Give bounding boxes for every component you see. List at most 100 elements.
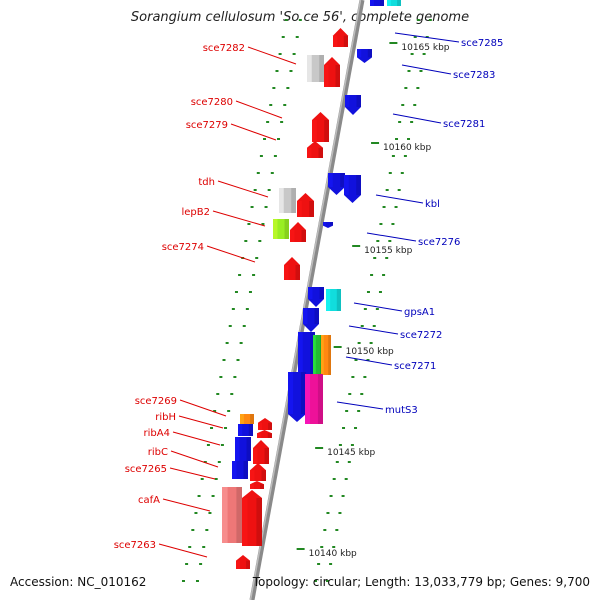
gene-block: [273, 219, 289, 239]
leader-line: [336, 401, 384, 410]
leader-line: [158, 543, 208, 558]
gene-block: [345, 95, 361, 115]
gene-shade: [268, 422, 272, 430]
gene-label-right: sce7276: [418, 237, 460, 248]
gene-highlight: [307, 147, 312, 158]
gene-block: [324, 57, 340, 87]
gene-shade: [309, 201, 314, 217]
gene-shade: [328, 335, 331, 375]
gene-label-right: mutS3: [385, 405, 418, 416]
gene-shade: [317, 374, 323, 424]
gene-shade: [336, 289, 341, 311]
gene-shade: [380, 0, 384, 6]
gene-shade: [356, 175, 361, 195]
gene-label-left: sce7265: [125, 464, 167, 475]
gene-highlight: [238, 424, 243, 436]
gene-label-right: kbl: [425, 199, 440, 210]
gene-block: [370, 0, 384, 6]
gene-block: [357, 49, 372, 63]
gene-highlight: [250, 470, 255, 481]
tick-marks: [181, 19, 432, 582]
gene-label-left: cafA: [138, 495, 160, 506]
gene-shade: [343, 35, 348, 47]
gene-highlight: [370, 0, 374, 6]
scale-labels: 10165 kbp 10160 kbp 10155 kbp 10150 kbp 1014…: [296, 42, 450, 559]
gene-highlight: [257, 433, 262, 438]
leader-line: [230, 123, 277, 141]
gene-shade: [318, 147, 323, 158]
leader-line: [162, 498, 211, 512]
gene-shade: [256, 498, 262, 546]
gene-highlight: [273, 219, 278, 239]
gene-highlight: [290, 230, 295, 242]
gene-shade: [319, 55, 324, 82]
gene-shade: [367, 49, 372, 58]
gene-highlight: [288, 372, 294, 414]
leader-line: [212, 210, 266, 227]
gene-block: [284, 257, 300, 280]
gene-shade: [236, 487, 242, 543]
gene-block: [328, 173, 345, 195]
leader-line: [348, 325, 399, 335]
gene-label-left: sce7280: [191, 97, 233, 108]
gene-highlight: [253, 448, 258, 464]
gene-label-left: sce7274: [162, 242, 204, 253]
gene-shade: [246, 437, 251, 461]
gene-block: [222, 487, 242, 543]
gene-highlight: [232, 461, 237, 479]
gene-shade: [330, 222, 333, 226]
scale-label: 10165 kbp: [401, 43, 449, 53]
gene-shade: [250, 414, 254, 424]
backbone: [249, 0, 365, 600]
gene-highlight: [321, 335, 324, 375]
leader-line: [217, 180, 269, 198]
gene-label-left: ribC: [148, 447, 168, 458]
gene-shade: [291, 188, 296, 213]
leader-line: [401, 64, 452, 75]
gene-highlight: [307, 55, 312, 82]
gene-shade: [397, 0, 401, 6]
leader-line: [170, 450, 219, 468]
gene-highlight: [312, 120, 317, 142]
gene-shade: [335, 65, 340, 87]
gene-label-right: sce7272: [400, 330, 442, 341]
gene-label-left: sce7269: [135, 396, 177, 407]
gene-block: [236, 555, 250, 569]
gene-block: [387, 0, 401, 6]
label-leaders: [158, 32, 460, 558]
gene-block: [235, 437, 251, 461]
gene-label-left: tdh: [198, 177, 215, 188]
gene-label-left: sce7282: [203, 43, 245, 54]
gene-block: [288, 372, 306, 422]
gene-block: [242, 490, 262, 546]
gene-highlight: [297, 201, 302, 217]
gene-highlight: [298, 332, 303, 374]
gene-highlight: [258, 422, 262, 430]
gene-label-right: sce7281: [443, 119, 485, 130]
gene-blocks: [222, 0, 401, 569]
gene-shade: [301, 230, 306, 242]
leader-line: [394, 32, 460, 43]
gene-shade: [264, 448, 269, 464]
gene-highlight: [328, 173, 333, 187]
gene-shade: [261, 470, 266, 481]
gene-highlight: [242, 498, 248, 546]
gene-highlight: [313, 335, 316, 375]
gene-block: [258, 418, 272, 430]
gene-highlight: [235, 437, 240, 461]
leader-line: [247, 46, 297, 65]
gene-block: [323, 222, 333, 228]
gene-highlight: [387, 0, 391, 6]
gene-highlight: [250, 484, 254, 489]
leader-line: [179, 399, 227, 417]
gene-highlight: [240, 414, 244, 424]
gene-highlight: [279, 188, 284, 213]
gene-shade: [267, 433, 272, 438]
gene-block: [253, 440, 269, 464]
backbone-highlight: [249, 0, 362, 600]
gene-block: [240, 414, 254, 424]
scale-label: 10145 kbp: [327, 448, 375, 458]
gene-label-right: sce7283: [453, 70, 495, 81]
genome-title: Sorangium cellulosum 'So ce 56', complet…: [130, 10, 470, 25]
